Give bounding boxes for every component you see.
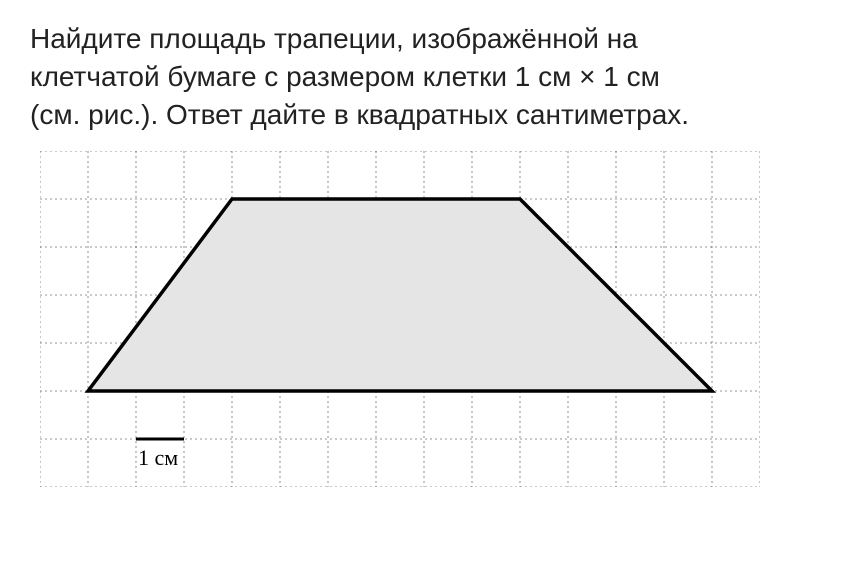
trapezoid-shape <box>88 199 712 391</box>
problem-statement: Найдите площадь трапеции, изображённой н… <box>30 20 828 133</box>
problem-line-3: (см. рис.). Ответ дайте в квадратных сан… <box>30 99 689 130</box>
figure-container: 1 см <box>40 151 828 492</box>
page-root: Найдите площадь трапеции, изображённой н… <box>0 0 858 578</box>
grid-figure: 1 см <box>40 151 760 487</box>
problem-line-1: Найдите площадь трапеции, изображённой н… <box>30 23 638 54</box>
scale-label: 1 см <box>138 445 178 470</box>
scale-marker: 1 см <box>136 439 184 470</box>
problem-line-2: клетчатой бумаге с размером клетки 1 см … <box>30 61 660 92</box>
